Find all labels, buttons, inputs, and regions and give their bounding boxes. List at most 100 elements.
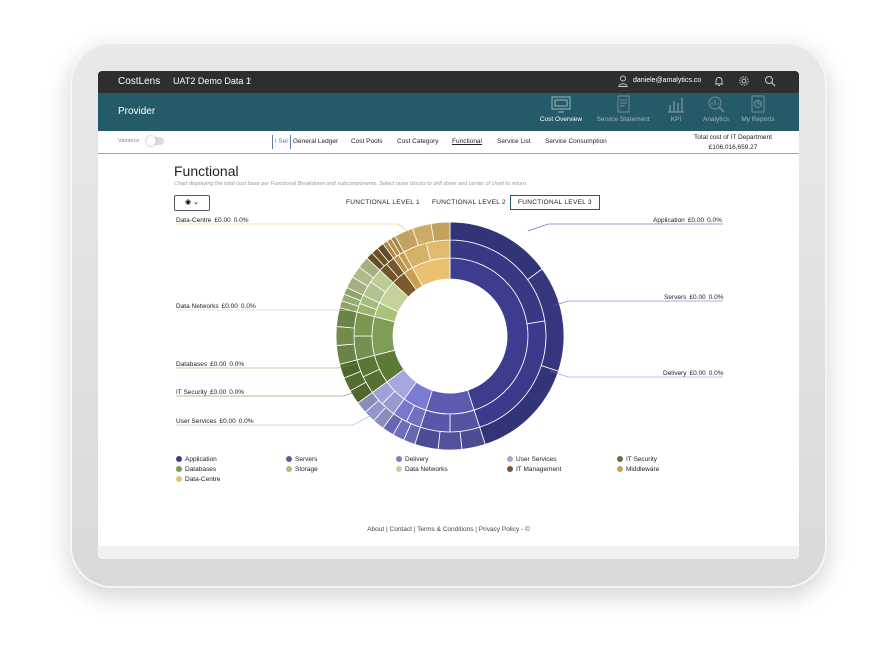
sunburst-slice-data-centre[interactable] xyxy=(425,239,451,261)
variance-label: Variance xyxy=(118,138,140,144)
callout-leader-line xyxy=(176,362,361,369)
legend-item-it-management[interactable]: IT Management xyxy=(507,466,561,473)
legend-label: User Services xyxy=(516,456,557,463)
legend-item-databases[interactable]: Databases xyxy=(176,466,216,473)
toggle-knob xyxy=(146,136,156,146)
nav-kpi[interactable]: KPI xyxy=(650,95,702,129)
callout-it-security: IT Security £0.00 0.0% xyxy=(176,389,245,396)
chart-type-dropdown[interactable]: ◉ ⌄ xyxy=(174,195,210,211)
legend-label: IT Security xyxy=(626,456,657,463)
legend-dot xyxy=(176,466,182,472)
sunburst-slice-servers[interactable] xyxy=(437,431,463,451)
section-title: Provider xyxy=(118,106,156,117)
user-email[interactable]: daniele@amalytics.co xyxy=(633,77,702,84)
tab-service-consumption[interactable]: Service Consumption xyxy=(545,138,607,145)
app-screen: CostLens UAT2 Demo Data 1 › daniele@amal… xyxy=(98,71,799,559)
sunburst-chart[interactable] xyxy=(98,71,799,559)
callout-data-networks: Data Networks £0.00 0.0% xyxy=(176,303,256,310)
callout-leader-line xyxy=(527,223,723,232)
bell-icon[interactable] xyxy=(713,75,725,87)
callout-delivery: Delivery £0.00 0.0% xyxy=(663,370,724,377)
top-bar: CostLens UAT2 Demo Data 1 › daniele@amal… xyxy=(98,71,799,93)
legend-item-application[interactable]: Application xyxy=(176,456,217,463)
legend-dot xyxy=(286,466,292,472)
page-subtitle: Chart displaying the total cost base per… xyxy=(174,181,528,187)
sunburst-slice-data-centre[interactable] xyxy=(430,221,451,242)
legend-item-servers[interactable]: Servers xyxy=(286,456,317,463)
sunburst-slice-servers[interactable] xyxy=(425,389,475,415)
legend-item-data-centre[interactable]: Data-Centre xyxy=(176,476,220,483)
radio-icon: ◉ xyxy=(185,199,192,206)
dataset-selector[interactable]: UAT2 Demo Data 1 xyxy=(173,76,251,86)
nav-label: Analytics xyxy=(702,116,729,123)
callout-leader-line xyxy=(549,370,723,378)
callout-user-services: User Services £0.00 0.0% xyxy=(176,418,254,425)
app-logo[interactable]: CostLens xyxy=(118,76,161,87)
legend-label: Servers xyxy=(295,456,318,463)
callout-leader-line xyxy=(176,309,357,312)
page-title: Functional xyxy=(174,163,239,179)
functional-level-3-button[interactable]: FUNCTIONAL LEVEL 3 xyxy=(510,195,600,210)
footer-links[interactable]: About | Contact | Terms & Conditions | P… xyxy=(367,526,530,533)
variance-toggle[interactable] xyxy=(146,136,164,146)
gear-icon[interactable] xyxy=(738,75,750,87)
total-cost: Total cost of IT Department £106,016,659… xyxy=(678,133,788,153)
functional-level-1-button[interactable]: FUNCTIONAL LEVEL 1 xyxy=(346,199,420,206)
nav-analytics[interactable]: Analytics xyxy=(690,95,742,129)
total-cost-value: £106,016,659.27 xyxy=(708,144,758,151)
legend-label: Delivery xyxy=(405,456,429,463)
sunburst-slice-databases[interactable] xyxy=(335,326,355,346)
sunburst-slice-databases[interactable] xyxy=(371,316,396,356)
callout-databases: Databases £0.00 0.0% xyxy=(176,361,245,368)
nav-my-reports[interactable]: My Reports xyxy=(732,95,784,129)
callout-leader-line xyxy=(176,388,367,397)
tab-service-list[interactable]: Service List xyxy=(497,138,531,145)
tab-cost-pools[interactable]: Cost Pools xyxy=(351,138,383,145)
legend-dot xyxy=(617,466,623,472)
legend-dot xyxy=(396,466,402,472)
nav-label: Service Statement xyxy=(596,116,650,123)
tab-general-ledger[interactable]: General Ledger xyxy=(293,138,339,145)
nav-label: Cost Overview xyxy=(539,116,583,123)
legend-item-user-services[interactable]: User Services xyxy=(507,456,556,463)
functional-level-2-button[interactable]: FUNCTIONAL LEVEL 2 xyxy=(432,199,506,206)
chevron-right-icon: › xyxy=(248,74,252,85)
legend-label: Data Networks xyxy=(405,466,448,473)
legend-item-middleware[interactable]: Middleware xyxy=(617,466,659,473)
legend-item-delivery[interactable]: Delivery xyxy=(396,456,428,463)
legend-item-data-networks[interactable]: Data Networks xyxy=(396,466,448,473)
monitor-icon xyxy=(551,96,571,113)
callout-leader-line xyxy=(552,300,723,307)
legend-dot xyxy=(617,456,623,462)
chevron-down-icon: ⌄ xyxy=(193,199,199,206)
callout-application: Application £0.00 0.0% xyxy=(653,217,722,224)
legend-dot xyxy=(176,456,182,462)
callout-leader-line xyxy=(176,223,429,247)
callout-servers: Servers £0.00 0.0% xyxy=(664,294,724,301)
nav-cost-overview[interactable]: Cost Overview xyxy=(535,95,587,129)
legend-label: Databases xyxy=(185,466,217,473)
legend-dot xyxy=(507,456,513,462)
user-icon xyxy=(618,75,628,87)
tab-shared-services-partial[interactable]: l Ser xyxy=(272,135,292,149)
legend-label: IT Management xyxy=(516,466,562,473)
sunburst-slice-databases[interactable] xyxy=(353,335,375,361)
tabs-bar: Variance l Ser General Ledger Cost Pools… xyxy=(98,131,799,154)
legend-dot xyxy=(507,466,513,472)
nav-label: KPI xyxy=(670,116,682,123)
bar-chart-icon xyxy=(668,98,684,113)
tab-functional[interactable]: Functional xyxy=(452,138,482,145)
legend-item-storage[interactable]: Storage xyxy=(286,466,318,473)
provider-header: Provider Cost Overview Service Statement… xyxy=(98,93,799,131)
total-cost-label: Total cost of IT Department xyxy=(694,134,772,141)
legend-item-it-security[interactable]: IT Security xyxy=(617,456,657,463)
nav-service-statement[interactable]: Service Statement xyxy=(594,95,652,129)
callout-leader-line xyxy=(176,405,389,426)
tab-cost-category[interactable]: Cost Category xyxy=(397,138,439,145)
legend-label: Data-Centre xyxy=(185,476,221,483)
legend-dot xyxy=(396,456,402,462)
legend-label: Middleware xyxy=(626,466,660,473)
legend-dot xyxy=(286,456,292,462)
legend-label: Application xyxy=(185,456,217,463)
search-icon[interactable] xyxy=(764,75,776,87)
